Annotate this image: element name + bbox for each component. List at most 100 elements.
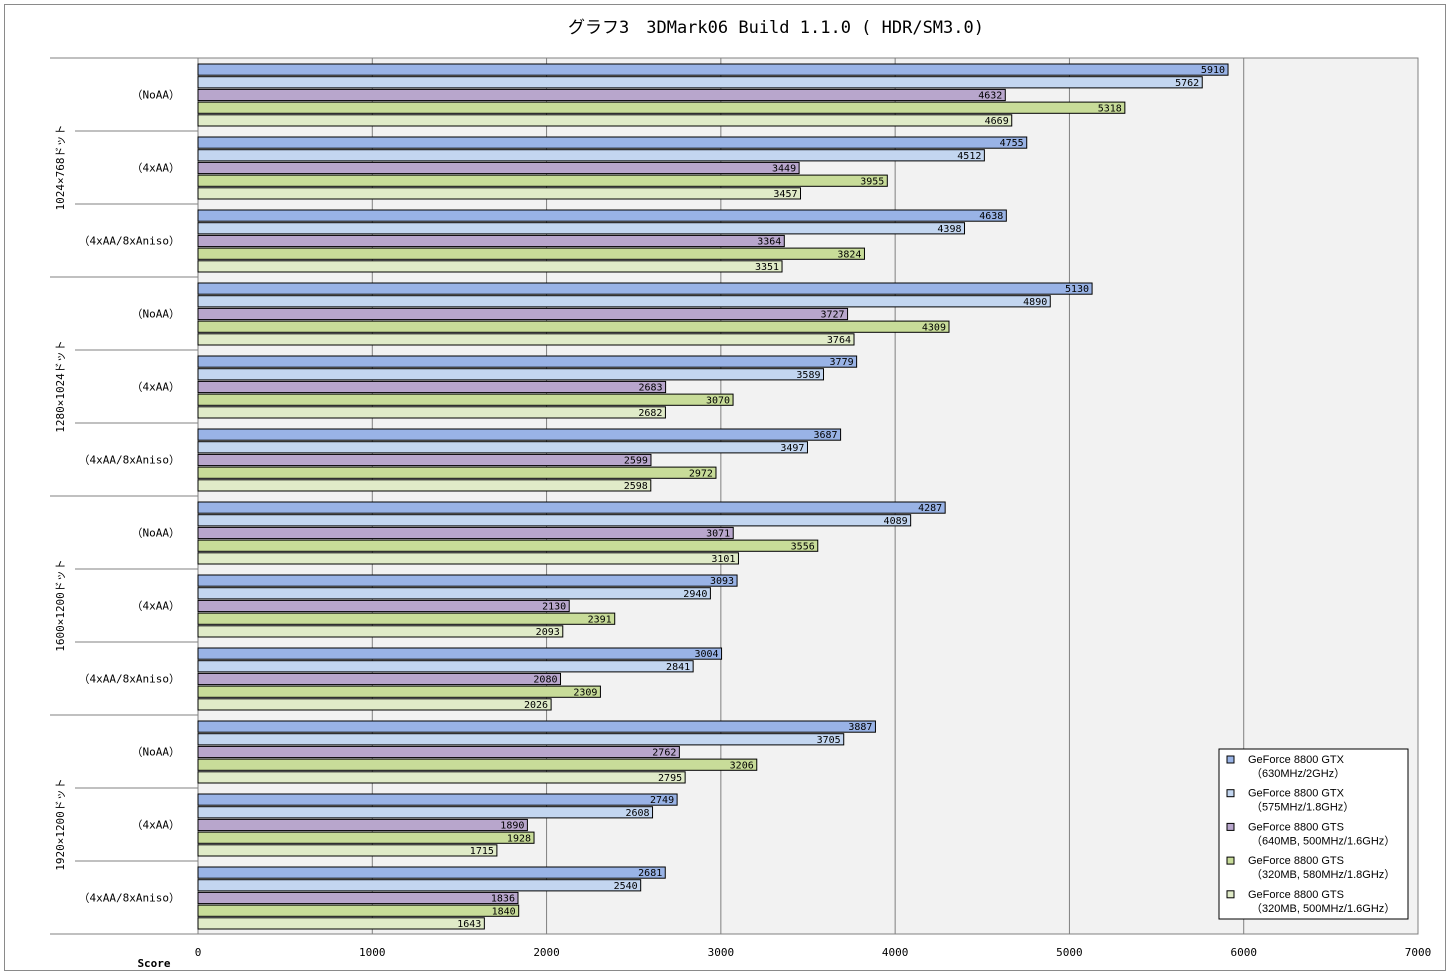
bar-value-label: 2026	[524, 700, 548, 711]
category-label: （4xAA）	[132, 819, 181, 832]
bar-value-label: 3457	[773, 189, 797, 200]
bar	[197, 698, 552, 711]
bar-value-label: 1836	[491, 894, 515, 905]
x-tick-label: 5000	[1056, 946, 1083, 959]
bar	[197, 599, 570, 613]
bar	[197, 247, 865, 260]
bar	[197, 831, 535, 844]
x-tick-label: 4000	[882, 946, 909, 959]
legend-label: GeForce 8800 GTS	[1248, 889, 1344, 901]
bar	[197, 879, 642, 892]
bar	[197, 114, 1013, 127]
bar	[197, 282, 1093, 295]
x-tick-label: 0	[195, 946, 202, 959]
bar	[197, 63, 1229, 76]
bar	[197, 818, 528, 832]
bar	[197, 307, 849, 321]
legend-label: （640MB, 500MHz/1.6GHz）	[1251, 834, 1395, 847]
bar-value-label: 4287	[918, 503, 942, 514]
legend: GeForce 8800 GTX（630MHz/2GHz）GeForce 880…	[1218, 748, 1409, 920]
bar	[197, 647, 723, 660]
bar	[197, 866, 666, 879]
bar-value-label: 4890	[1023, 297, 1047, 308]
bar	[197, 526, 734, 540]
bar	[197, 428, 842, 441]
bar	[197, 660, 694, 673]
legend-label: （630MHz/2GHz）	[1251, 767, 1345, 780]
bar	[197, 612, 616, 625]
bar-value-label: 2795	[658, 773, 682, 784]
x-tick-label: 3000	[708, 946, 735, 959]
bar-value-label: 3101	[711, 554, 735, 565]
bar	[197, 149, 985, 162]
category-label: （NoAA）	[132, 527, 181, 540]
bar	[197, 101, 1126, 114]
category-label: （NoAA）	[132, 308, 181, 321]
category-axis: 1024×768ドット （NoAA） （4xAA） （4xAA/8xAniso） 128…	[50, 57, 198, 935]
bar-value-label: 2762	[652, 748, 676, 759]
legend-swatch	[1226, 755, 1235, 764]
bar	[197, 574, 738, 587]
bar	[197, 514, 912, 527]
bar-value-label: 3727	[820, 310, 844, 321]
bar-value-label: 5130	[1065, 284, 1089, 295]
bar	[197, 793, 678, 806]
bar-value-label: 3779	[830, 357, 854, 368]
bar-value-label: 3351	[755, 262, 779, 273]
bar	[197, 320, 950, 333]
bar	[197, 758, 758, 771]
bar	[197, 222, 966, 235]
bar-value-label: 1890	[500, 821, 524, 832]
bar-value-label: 1928	[507, 833, 531, 844]
bar	[197, 720, 876, 733]
legend-swatch	[1226, 890, 1235, 899]
group-label: 1280×1024ドット	[54, 340, 67, 433]
legend-label: GeForce 8800 GTS	[1248, 855, 1344, 867]
legend-swatch	[1226, 789, 1235, 798]
bar	[197, 466, 717, 479]
bar-value-label: 2309	[573, 687, 597, 698]
bar	[197, 552, 739, 565]
bar-value-label: 3705	[817, 735, 841, 746]
bar	[197, 174, 888, 187]
x-tick-label: 2000	[533, 946, 560, 959]
group-label: 1920×1200ドット	[54, 778, 67, 871]
bar-value-label: 1715	[470, 846, 494, 857]
bar	[197, 844, 498, 857]
bar	[197, 333, 855, 346]
bar-value-label: 3589	[796, 370, 820, 381]
bar	[197, 745, 680, 759]
bar-value-label: 2608	[625, 808, 649, 819]
bar	[197, 479, 652, 492]
bar	[197, 76, 1203, 89]
category-label: （NoAA）	[132, 89, 181, 102]
bar	[197, 685, 601, 698]
category-label: （4xAA）	[132, 600, 181, 613]
bar	[197, 88, 1006, 102]
bar-value-label: 2682	[638, 408, 662, 419]
bar	[197, 260, 783, 273]
bar	[197, 539, 819, 552]
legend-label: （320MB, 500MHz/1.6GHz）	[1251, 902, 1395, 915]
chart-frame	[4, 4, 1446, 971]
bar-value-label: 3556	[791, 541, 815, 552]
x-tick-label: 1000	[359, 946, 386, 959]
bar	[197, 393, 734, 406]
bar-value-label: 2683	[639, 383, 663, 394]
group-label: 1600×1200ドット	[54, 559, 67, 652]
bar-value-label: 5318	[1098, 103, 1122, 114]
bar	[197, 587, 711, 600]
x-tick-label: 6000	[1230, 946, 1257, 959]
bar	[197, 625, 564, 638]
bar-value-label: 2681	[638, 868, 662, 879]
bar-value-label: 5762	[1175, 78, 1199, 89]
bar-value-label: 2749	[650, 795, 674, 806]
bar-value-label: 2391	[588, 614, 612, 625]
bar	[197, 368, 825, 381]
bar-value-label: 2093	[536, 627, 560, 638]
legend-label: （575MHz/1.8GHz）	[1251, 801, 1354, 814]
category-label: （NoAA）	[132, 746, 181, 759]
bar	[197, 295, 1051, 308]
